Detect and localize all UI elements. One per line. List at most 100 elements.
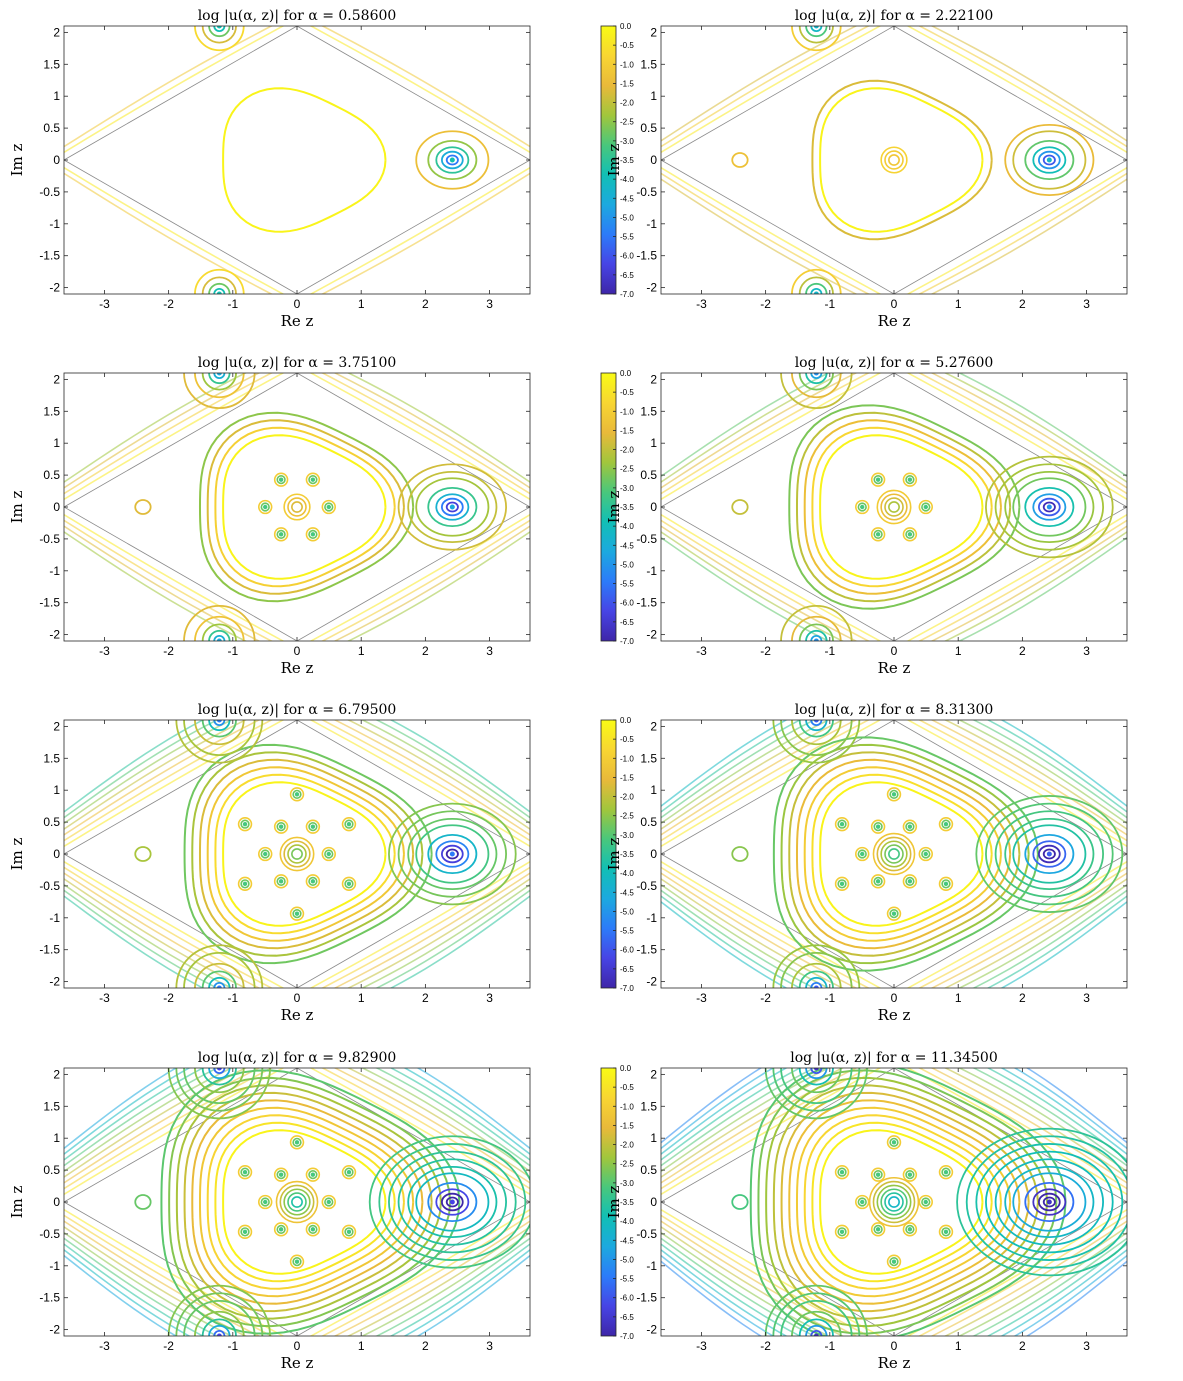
y-tick-label: 1.5 xyxy=(43,57,60,71)
y-tick-label: 0 xyxy=(650,500,657,514)
contour-ring xyxy=(918,846,933,862)
y-axis-label: Im z xyxy=(605,490,623,523)
x-tick-label: -1 xyxy=(824,991,835,1005)
contour-ring xyxy=(407,818,498,890)
contour-line xyxy=(309,513,530,641)
x-tick-label: 1 xyxy=(358,1339,365,1353)
zero-marker xyxy=(278,532,284,537)
chart-title: log |u(α, z)| for α = 3.75100 xyxy=(198,355,397,371)
contour-ring xyxy=(857,502,867,512)
contour-line xyxy=(780,743,1030,965)
x-tick-label: -2 xyxy=(760,644,771,658)
x-axis-label: Re z xyxy=(281,1354,314,1372)
contour-ring xyxy=(791,26,842,52)
x-tick-label: 3 xyxy=(1083,991,1090,1005)
contour-ring xyxy=(837,1167,847,1177)
contour-ring xyxy=(791,1310,842,1336)
contour-ring xyxy=(415,1172,490,1232)
contour-ring xyxy=(905,822,915,832)
contour-ring xyxy=(321,499,336,515)
colorbar-tick-label: -6.5 xyxy=(620,618,634,627)
contour-line xyxy=(198,411,415,603)
zero-marker xyxy=(813,1068,819,1071)
contour-line xyxy=(661,720,802,813)
colorbar-tick-label: -1.0 xyxy=(620,1102,634,1111)
colorbar-tick-label: -4.0 xyxy=(620,1217,634,1226)
contour-ring xyxy=(167,1068,271,1120)
contour-line xyxy=(64,1226,248,1336)
contour-ring xyxy=(985,802,1114,906)
zero-marker xyxy=(907,1172,913,1177)
contour-line xyxy=(943,1068,1127,1178)
contour-ring xyxy=(873,1224,883,1234)
contour-plot xyxy=(661,720,1127,988)
zero-marker xyxy=(310,824,316,829)
zero-marker xyxy=(875,477,881,482)
contour-line xyxy=(1025,1260,1127,1336)
period-cell xyxy=(64,26,530,294)
contour-line xyxy=(943,878,1127,988)
y-tick-label: -1.5 xyxy=(39,1291,60,1305)
contour-ring xyxy=(283,1188,311,1216)
contour-line xyxy=(64,883,234,988)
y-tick-label: -0.5 xyxy=(636,879,657,893)
contour-line xyxy=(661,172,871,294)
axes-box xyxy=(660,1067,1128,1337)
contour-line xyxy=(661,1068,763,1144)
x-tick-label: 0 xyxy=(891,297,898,311)
x-tick-label: -1 xyxy=(227,1339,238,1353)
zero-marker xyxy=(1046,157,1052,163)
contour-ring xyxy=(415,477,490,537)
contour-ring xyxy=(791,720,842,746)
contour-ring xyxy=(1012,1172,1087,1232)
zero-marker xyxy=(813,985,819,988)
contour-line xyxy=(206,1114,405,1290)
contour-ring xyxy=(772,944,861,988)
contour-line xyxy=(64,373,285,501)
y-tick-label: 0 xyxy=(53,1195,60,1209)
contour-ring xyxy=(810,373,823,380)
contour-ring xyxy=(1032,1188,1067,1216)
colorbar-tick-label: -4.5 xyxy=(620,1236,634,1245)
chart-panel-8: -3 -2 -1 0 1 2 3 2 1.5 1 0.5 0 -0.5 -1 -1.5 -2 log |u(α,… xyxy=(605,1050,1128,1372)
contour-ring xyxy=(279,1184,315,1220)
colorbar-tick-label: -2.0 xyxy=(620,793,634,802)
contour-line xyxy=(661,720,831,825)
contour-line xyxy=(930,26,1127,142)
contour-line xyxy=(214,426,396,588)
contour-line xyxy=(917,373,1127,495)
contour-line xyxy=(64,1254,178,1336)
zero-marker xyxy=(839,1169,845,1175)
y-tick-label: 1.5 xyxy=(640,751,657,765)
y-tick-label: 1 xyxy=(53,89,60,103)
contour-line xyxy=(346,1226,530,1336)
contour-ring xyxy=(445,501,459,513)
y-tick-label: -1 xyxy=(646,911,657,925)
colorbar-tick-label: -5.5 xyxy=(620,580,634,589)
contour-line xyxy=(1000,901,1127,988)
contour-ring xyxy=(341,1164,357,1180)
contour-line xyxy=(661,373,871,495)
contour-line xyxy=(917,172,1127,294)
contour-line xyxy=(346,373,530,483)
contour-line xyxy=(309,166,530,294)
contour-ring xyxy=(344,879,354,889)
contour-line xyxy=(788,751,1021,957)
contour-line xyxy=(819,87,984,233)
contour-plot xyxy=(64,1068,530,1336)
x-tick-label: 1 xyxy=(358,644,365,658)
contour-line xyxy=(64,1243,205,1336)
colorbar-tick-label: -5.5 xyxy=(620,233,634,242)
x-tick-label: 3 xyxy=(486,1339,493,1353)
x-tick-label: -3 xyxy=(99,991,110,1005)
contour-ring xyxy=(427,486,478,528)
contour-ring xyxy=(873,529,883,539)
colorbar-tick-label: -4.5 xyxy=(620,541,634,550)
contour-line xyxy=(803,766,1002,942)
contour-ring xyxy=(291,848,303,860)
contour-line xyxy=(788,404,1021,610)
contour-ring xyxy=(341,876,357,892)
contour-ring xyxy=(905,529,915,539)
contour-line xyxy=(661,720,871,842)
contour-line xyxy=(661,878,845,988)
